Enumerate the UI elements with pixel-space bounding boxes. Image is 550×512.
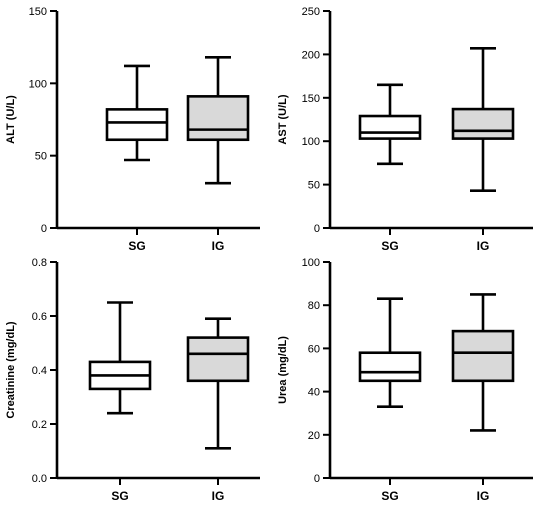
y-tick-label: 50 — [35, 151, 47, 163]
box-sg — [358, 83, 422, 166]
x-category-label: IG — [212, 239, 225, 253]
x-category-label: IG — [477, 489, 490, 503]
y-tick-label: 50 — [308, 180, 320, 192]
x-category-label: IG — [212, 489, 225, 503]
y-axis-title: ALT (U/L) — [5, 95, 17, 144]
box-sg — [105, 64, 169, 162]
x-category-label: IG — [477, 239, 490, 253]
x-category-label: SG — [111, 489, 128, 503]
box-ig — [186, 317, 250, 450]
panel-creatinine-chart: 0.0 0.2 0.4 0.6 0.8 Creatinine (mg/dL) SG IG — [5, 257, 260, 503]
iqr-box — [186, 336, 250, 383]
panel-ast-chart: 0 50 100 150 200 250 AST (U/L) SG IG — [277, 6, 533, 253]
y-tick-label: 100 — [302, 136, 320, 148]
y-tick-label: 0.0 — [32, 473, 47, 485]
y-tick-label: 0 — [314, 473, 320, 485]
x-category-label: SG — [381, 489, 398, 503]
box-ig — [451, 47, 515, 192]
y-tick-label: 250 — [302, 6, 320, 18]
panel-alt-chart: 0 50 100 150 ALT (U/L) SG IG — [5, 6, 260, 253]
y-axis-title: Creatinine (mg/dL) — [5, 321, 17, 419]
y-tick-label: 0 — [314, 223, 320, 235]
iqr-box — [105, 108, 169, 142]
y-tick-label: 60 — [308, 343, 320, 355]
box-sg — [88, 301, 152, 415]
y-tick-label: 80 — [308, 300, 320, 312]
y-tick-label: 0.4 — [32, 365, 47, 377]
y-tick-label: 100 — [29, 78, 47, 90]
iqr-box — [451, 107, 515, 140]
y-tick-label: 20 — [308, 430, 320, 442]
panel-urea-chart: 0 20 40 60 80 100 Urea (mg/dL) SG IG — [277, 257, 533, 503]
iqr-box — [358, 351, 422, 383]
x-category-label: SG — [128, 239, 145, 253]
y-tick-label: 150 — [302, 93, 320, 105]
y-tick-label: 0.2 — [32, 419, 47, 431]
y-axis-title: AST (U/L) — [277, 94, 289, 144]
box-ig — [451, 293, 515, 432]
y-axis-title: Urea (mg/dL) — [277, 336, 289, 404]
y-tick-label: 150 — [29, 6, 47, 18]
y-tick-label: 0.6 — [32, 311, 47, 323]
y-tick-label: 0.8 — [32, 257, 47, 269]
iqr-box — [186, 95, 250, 142]
box-ig — [186, 55, 250, 185]
y-tick-label: 40 — [308, 387, 320, 399]
y-tick-label: 200 — [302, 49, 320, 61]
y-tick-label: 0 — [41, 223, 47, 235]
box-sg — [358, 297, 422, 409]
x-category-label: SG — [381, 239, 398, 253]
y-tick-label: 100 — [302, 257, 320, 269]
iqr-box — [358, 114, 422, 140]
iqr-box — [451, 329, 515, 383]
